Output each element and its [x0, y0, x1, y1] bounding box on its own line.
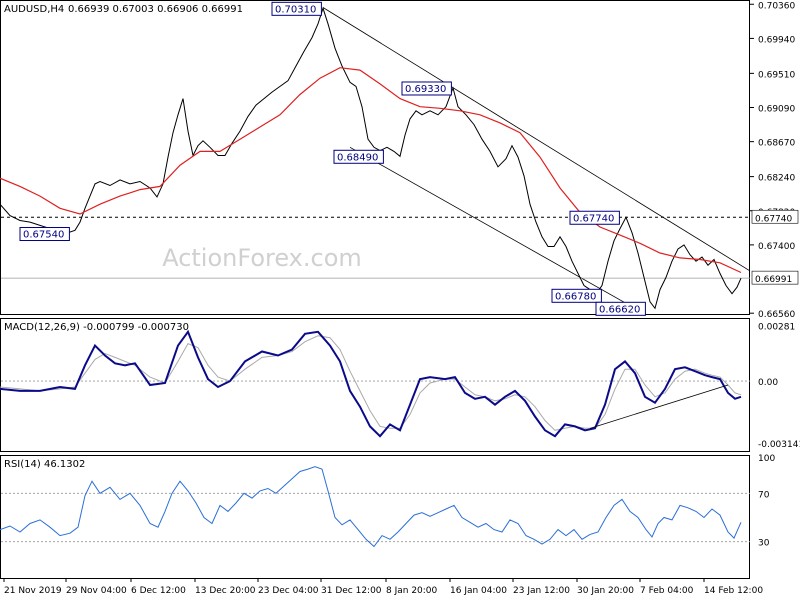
xtick-label-8: 23 Jan 12:00	[513, 586, 570, 596]
price-annotation-2-box	[401, 81, 452, 96]
price-annotation-5-box	[551, 288, 602, 303]
price-annotation-4-box	[569, 210, 620, 225]
xtick-label-10: 7 Feb 04:00	[640, 586, 694, 596]
xtick-label-0: 21 Nov 2019	[4, 586, 62, 596]
price-ytick-label-1: 0.69940	[758, 35, 795, 45]
xtick-label-5: 31 Dec 12:00	[321, 586, 382, 596]
axis-ticks-layer: 0.70360 0.69940 0.69510 0.69090 0.68670 0.682…	[3, 1, 800, 596]
price-annotation-6: 0.66620	[599, 304, 640, 315]
macd-panel-title: MACD(12,26,9) -0.000799 -0.000730	[4, 322, 189, 333]
price-annotation-0-box	[271, 1, 322, 16]
rsi-layer	[0, 466, 750, 548]
macd-layer	[0, 329, 750, 438]
price-layer: 0.70310 0.67540 0.69330 0.68490 0.67740 0.667…	[0, 1, 751, 316]
xtick-label-11: 14 Feb 12:00	[704, 586, 763, 596]
price-ytick-label-5: 0.68240	[758, 174, 795, 184]
watermark-text: ActionForex.com	[162, 244, 362, 272]
macd-panel-frame	[0, 318, 750, 452]
price-ytick-label-7: 0.67400	[758, 242, 795, 252]
xtick-label-7: 16 Jan 04:00	[450, 586, 507, 596]
price-ytick-label-0: 0.70360	[758, 1, 795, 11]
xtick-label-2: 6 Dec 12:00	[131, 586, 186, 596]
last-price-axis-tag-box	[751, 270, 799, 285]
macd-trendline	[589, 384, 729, 429]
rsi-line	[0, 466, 742, 548]
price-chart-title: AUDUSD,H4	[4, 4, 64, 15]
xtick-label-4: 23 Dec 04:00	[258, 586, 319, 596]
rsi-panel-title: RSI(14) 46.1302	[4, 459, 85, 470]
xtick-label-9: 30 Jan 20:00	[577, 586, 634, 596]
price-annotation-4: 0.67740	[573, 213, 614, 224]
xtick-label-3: 13 Dec 20:00	[195, 586, 256, 596]
price-ytick-label-8: 0.66560	[758, 310, 795, 320]
last-price-axis-tag: 0.66991	[755, 275, 792, 285]
rsi-panel-frame	[0, 455, 750, 579]
price-annotation-1: 0.67540	[23, 230, 64, 241]
macd-signal-line	[0, 335, 742, 431]
price-line	[0, 6, 742, 310]
price-annotation-5: 0.66780	[555, 291, 596, 302]
price-annotation-1-box	[19, 227, 70, 242]
price-annotation-2: 0.69330	[405, 84, 446, 95]
xtick-label-6: 8 Jan 20:00	[386, 586, 438, 596]
price-ytick-label-3: 0.69090	[758, 105, 795, 115]
price-ytick-label-2: 0.69510	[758, 70, 795, 80]
channel-upper-line	[322, 7, 751, 272]
macd-ytick-label-1: 0.00	[758, 378, 778, 388]
macd-main-line	[0, 329, 742, 438]
macd-ytick-label-2: -0.003141	[758, 440, 800, 450]
price-annotation-0: 0.70310	[275, 4, 316, 15]
price-annotation-6-box	[595, 301, 646, 316]
hline-axis-tag: 0.67740	[755, 214, 792, 224]
price-annotation-3-box	[333, 149, 384, 164]
rsi-ytick-label-0: 100	[758, 454, 775, 464]
rsi-ytick-label-1: 70	[758, 490, 770, 500]
rsi-ytick-label-2: 30	[758, 539, 770, 549]
price-ytick-label-4: 0.68670	[758, 139, 795, 149]
price-annotation-3: 0.68490	[337, 152, 378, 163]
xtick-label-1: 29 Nov 04:00	[66, 586, 127, 596]
macd-ytick-label-0: 0.00281	[758, 323, 795, 333]
hline-axis-tag-box	[751, 209, 799, 224]
channel-lower-line	[349, 146, 646, 315]
moving-average-line	[0, 67, 742, 274]
price-ohlc-text: 0.66939 0.67003 0.66906 0.66991	[68, 4, 243, 15]
